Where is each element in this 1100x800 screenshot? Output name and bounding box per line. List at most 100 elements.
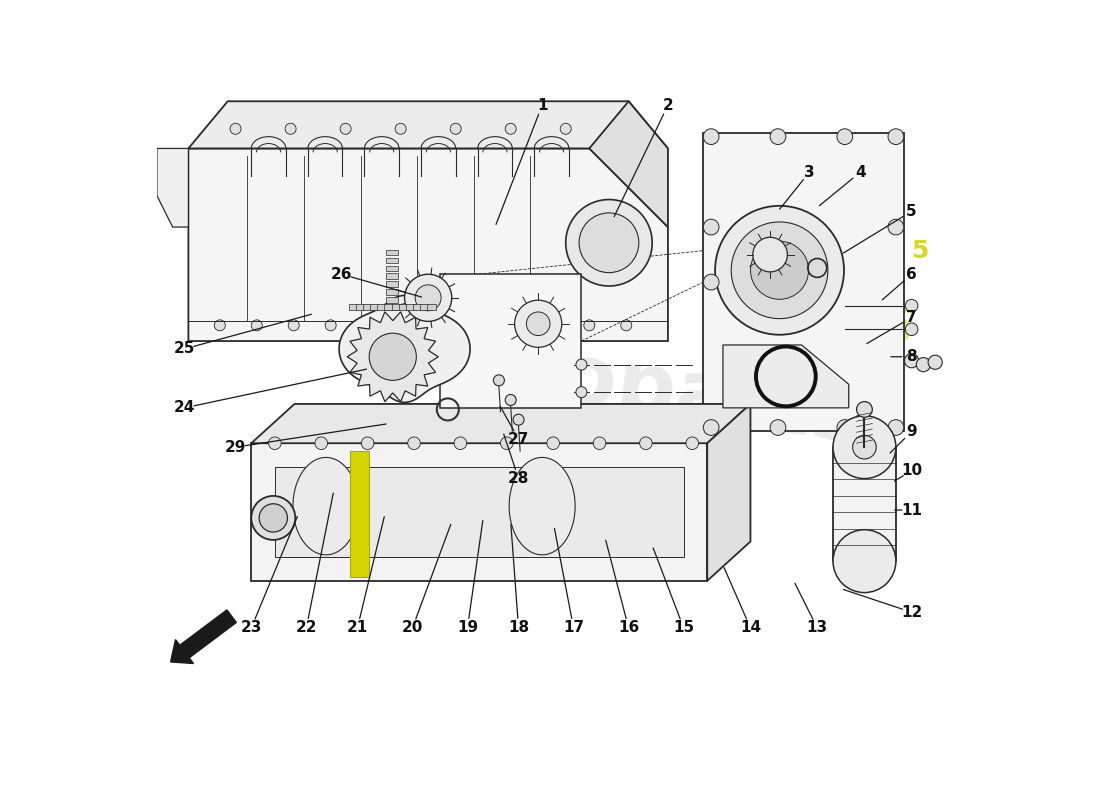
Polygon shape bbox=[293, 458, 359, 555]
Circle shape bbox=[454, 437, 466, 450]
Circle shape bbox=[473, 320, 484, 331]
Bar bbox=[428, 304, 436, 310]
Circle shape bbox=[639, 437, 652, 450]
Polygon shape bbox=[833, 447, 895, 561]
Text: 23: 23 bbox=[241, 621, 262, 635]
Bar bbox=[406, 304, 415, 310]
Circle shape bbox=[527, 312, 550, 335]
Text: 16: 16 bbox=[618, 621, 639, 635]
Circle shape bbox=[593, 437, 606, 450]
Text: 5: 5 bbox=[906, 204, 917, 219]
Text: 11: 11 bbox=[901, 502, 922, 518]
Circle shape bbox=[436, 320, 447, 331]
Circle shape bbox=[928, 355, 943, 370]
Text: a passion for parts: a passion for parts bbox=[488, 490, 723, 546]
Circle shape bbox=[500, 437, 513, 450]
Circle shape bbox=[703, 420, 719, 435]
Circle shape bbox=[415, 285, 441, 310]
Polygon shape bbox=[339, 295, 470, 402]
Text: 28: 28 bbox=[508, 471, 529, 486]
Bar bbox=[386, 305, 398, 310]
Bar bbox=[363, 304, 372, 310]
Circle shape bbox=[837, 420, 852, 435]
Circle shape bbox=[370, 333, 417, 380]
Circle shape bbox=[505, 123, 516, 134]
Circle shape bbox=[576, 359, 587, 370]
Bar bbox=[386, 250, 398, 255]
Circle shape bbox=[770, 420, 785, 435]
Circle shape bbox=[285, 123, 296, 134]
Circle shape bbox=[888, 219, 904, 235]
Circle shape bbox=[837, 129, 852, 145]
Text: 14: 14 bbox=[740, 621, 761, 635]
Text: 7: 7 bbox=[906, 310, 917, 325]
Text: 26: 26 bbox=[331, 266, 352, 282]
Text: 19: 19 bbox=[456, 621, 478, 635]
Circle shape bbox=[408, 437, 420, 450]
Polygon shape bbox=[251, 404, 750, 443]
Circle shape bbox=[340, 123, 351, 134]
Circle shape bbox=[510, 320, 521, 331]
Text: 24: 24 bbox=[174, 400, 195, 415]
Text: 4: 4 bbox=[855, 165, 866, 179]
Text: 8: 8 bbox=[906, 350, 917, 364]
Circle shape bbox=[260, 504, 287, 532]
Text: 3: 3 bbox=[804, 165, 815, 179]
Circle shape bbox=[888, 129, 904, 145]
Circle shape bbox=[565, 199, 652, 286]
Text: 20: 20 bbox=[402, 621, 424, 635]
Circle shape bbox=[405, 274, 452, 322]
Circle shape bbox=[326, 320, 337, 331]
Polygon shape bbox=[275, 467, 683, 558]
Bar bbox=[386, 274, 398, 279]
Bar bbox=[392, 304, 400, 310]
Circle shape bbox=[904, 354, 918, 368]
Circle shape bbox=[905, 299, 917, 312]
Text: 15: 15 bbox=[673, 621, 694, 635]
Circle shape bbox=[750, 242, 808, 299]
Text: 27: 27 bbox=[508, 432, 529, 447]
Circle shape bbox=[833, 530, 895, 593]
Circle shape bbox=[515, 300, 562, 347]
Bar bbox=[386, 289, 398, 294]
Circle shape bbox=[620, 320, 631, 331]
Circle shape bbox=[560, 123, 571, 134]
Circle shape bbox=[268, 437, 282, 450]
Circle shape bbox=[916, 358, 931, 372]
Circle shape bbox=[584, 320, 595, 331]
Text: 17: 17 bbox=[563, 621, 584, 635]
Circle shape bbox=[857, 402, 872, 418]
Polygon shape bbox=[348, 312, 439, 402]
Bar bbox=[386, 282, 398, 286]
Circle shape bbox=[732, 222, 828, 318]
Circle shape bbox=[686, 437, 698, 450]
Polygon shape bbox=[188, 102, 668, 149]
Text: 9: 9 bbox=[906, 424, 917, 439]
Text: 18: 18 bbox=[508, 621, 529, 635]
Bar bbox=[356, 304, 364, 310]
Text: eEuroparts: eEuroparts bbox=[343, 308, 867, 461]
Bar bbox=[414, 304, 421, 310]
Bar bbox=[386, 297, 398, 302]
Text: 2: 2 bbox=[662, 98, 673, 113]
Circle shape bbox=[703, 129, 719, 145]
Text: 13: 13 bbox=[806, 621, 828, 635]
Circle shape bbox=[214, 320, 225, 331]
Circle shape bbox=[288, 320, 299, 331]
Bar bbox=[377, 304, 386, 310]
Circle shape bbox=[251, 320, 262, 331]
Text: 10: 10 bbox=[901, 463, 922, 478]
Circle shape bbox=[450, 123, 461, 134]
Polygon shape bbox=[703, 133, 904, 431]
Polygon shape bbox=[509, 458, 575, 555]
Bar bbox=[386, 258, 398, 263]
Circle shape bbox=[703, 219, 719, 235]
Circle shape bbox=[703, 274, 719, 290]
Circle shape bbox=[395, 123, 406, 134]
Circle shape bbox=[852, 435, 877, 459]
Circle shape bbox=[230, 123, 241, 134]
Polygon shape bbox=[157, 149, 188, 227]
Text: 22: 22 bbox=[296, 621, 317, 635]
Text: 29: 29 bbox=[224, 440, 246, 454]
Text: 1985: 1985 bbox=[764, 286, 917, 358]
